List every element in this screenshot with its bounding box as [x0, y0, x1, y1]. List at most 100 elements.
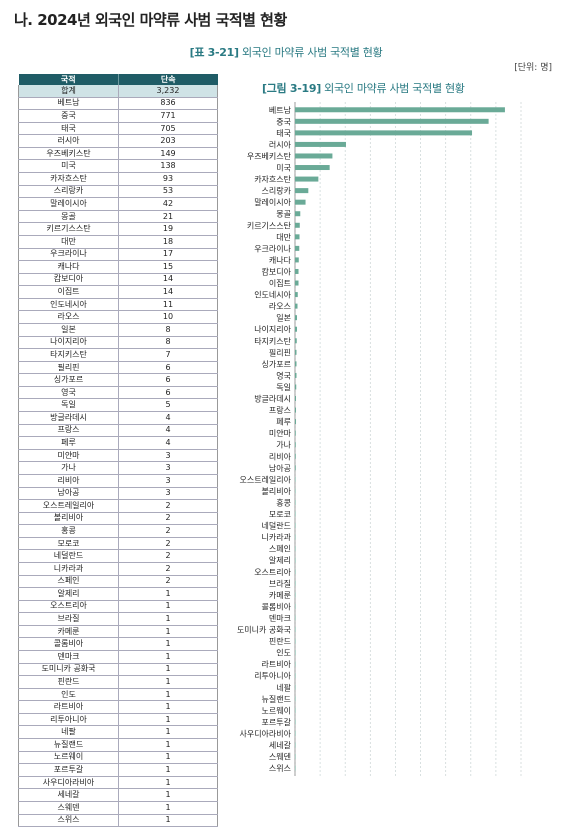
- table-row: 오스트레일리아 2: [18, 499, 218, 513]
- bar: [295, 442, 296, 448]
- nationality-cell: 독일: [18, 398, 119, 413]
- bar: [295, 326, 298, 332]
- count-cell: 93: [118, 172, 218, 186]
- bar: [295, 465, 296, 471]
- nationality-cell: 남아공: [18, 487, 119, 501]
- category-label: 대만: [276, 233, 291, 242]
- count-cell: 1: [118, 700, 218, 714]
- category-label: 인도: [276, 648, 291, 658]
- bar: [295, 754, 296, 760]
- figure-caption: [그림 3-19] 외국인 마약류 사범 국적별 현황: [262, 80, 465, 96]
- category-label: 라오스: [269, 302, 291, 311]
- nationality-cell: 모로코: [18, 537, 119, 551]
- table-row: 페루 4: [18, 436, 218, 450]
- category-label: 우즈베키스탄: [247, 151, 292, 161]
- count-cell: 3: [118, 449, 218, 463]
- count-cell: 138: [118, 159, 218, 174]
- count-cell: 17: [118, 248, 218, 262]
- bar: [295, 315, 298, 321]
- table-row: 우즈베키스탄 149: [18, 147, 218, 161]
- table-row: 캄보디아 14: [18, 273, 218, 287]
- count-cell: 1: [118, 763, 218, 777]
- count-cell: 8: [118, 336, 218, 350]
- count-cell: 19: [118, 222, 218, 236]
- bar: [295, 372, 297, 378]
- nationality-cell: 캄보디아: [18, 273, 119, 287]
- count-cell: 6: [118, 373, 218, 387]
- nationality-cell: 대만: [18, 235, 119, 249]
- nationality-cell: 세네갈: [18, 788, 119, 802]
- category-label: 중국: [276, 117, 291, 126]
- count-cell: 1: [118, 814, 218, 827]
- nationality-cell: 알제리: [18, 587, 119, 601]
- table-row: 스위스 1: [18, 814, 218, 827]
- category-label: 라트비아: [262, 659, 292, 669]
- table-total-row: 합계 3,232: [18, 85, 218, 98]
- category-label: 노르웨이: [262, 705, 291, 715]
- count-cell: 2: [118, 575, 218, 589]
- category-label: 가나: [276, 441, 291, 450]
- count-cell: 1: [118, 587, 218, 601]
- category-label: 캄보디아: [262, 266, 292, 276]
- category-label: 콜롬비아: [262, 601, 292, 611]
- bar-chart: 베트남중국태국러시아우즈베키스탄미국카자흐스탄스리랑카말레이시아몽골키르기스스탄…: [237, 102, 522, 776]
- bar: [295, 499, 296, 505]
- nationality-cell: 영국: [18, 386, 119, 400]
- nationality-cell: 인도: [18, 688, 119, 702]
- bar: [295, 107, 505, 113]
- bar: [295, 627, 296, 633]
- table-row: 핀란드 1: [18, 675, 218, 689]
- bar: [295, 153, 333, 159]
- category-label: 모로코: [269, 510, 291, 519]
- table-row: 노르웨이 1: [18, 751, 218, 765]
- category-label: 싱가포르: [262, 359, 291, 369]
- category-label: 스웨덴: [269, 752, 291, 762]
- table-row: 프랑스 4: [18, 424, 218, 438]
- category-label: 니카라과: [262, 532, 292, 542]
- nationality-cell: 포르투갈: [18, 763, 119, 777]
- count-cell: 1: [118, 788, 218, 802]
- count-cell: 1: [118, 688, 218, 702]
- bar: [295, 476, 296, 482]
- table-row: 인도네시아 11: [18, 298, 218, 312]
- nationality-cell: 필리핀: [18, 361, 119, 375]
- count-cell: 771: [118, 109, 218, 123]
- unit-label: [단위: 명]: [514, 63, 552, 73]
- count-cell: 1: [118, 600, 218, 614]
- bar: [295, 292, 298, 298]
- category-label: 리투아니아: [254, 671, 291, 681]
- bar: [295, 569, 296, 575]
- table-row: 나이지리아 8: [18, 336, 218, 350]
- count-cell: 1: [118, 776, 218, 790]
- table-row: 이집트 14: [18, 285, 218, 299]
- category-label: 러시아: [269, 139, 292, 149]
- nationality-cell: 우즈베키스탄: [18, 147, 119, 161]
- bar: [295, 765, 296, 771]
- bar: [295, 176, 319, 182]
- table-row: 스웨덴 1: [18, 801, 218, 815]
- table-row: 싱가포르 6: [18, 373, 218, 387]
- nationality-cell: 라트비아: [18, 700, 119, 714]
- count-cell: 2: [118, 499, 218, 513]
- nationality-cell: 가나: [18, 461, 119, 475]
- table-row: 덴마크 1: [18, 650, 218, 664]
- nationality-cell: 네덜란드: [18, 549, 119, 563]
- count-cell: 14: [118, 285, 218, 299]
- bar: [295, 430, 296, 436]
- count-cell: 1: [118, 663, 218, 677]
- nationality-cell: 네팔: [18, 725, 119, 740]
- bar: [295, 338, 297, 344]
- count-cell: 2: [118, 537, 218, 551]
- category-label: 리비아: [269, 451, 292, 461]
- category-label: 몽골: [276, 210, 291, 219]
- figure-caption-number: [그림 3-19]: [262, 82, 321, 95]
- table-row: 카자흐스탄 93: [18, 172, 218, 186]
- category-label: 독일: [276, 383, 291, 392]
- nationality-cell: 오스트리아: [18, 600, 119, 614]
- bar: [295, 730, 296, 736]
- table-row: 방글라데시 4: [18, 411, 218, 425]
- table-row: 영국 6: [18, 386, 218, 400]
- category-label: 브라질: [269, 579, 291, 588]
- category-label: 세네갈: [269, 741, 292, 750]
- count-cell: 1: [118, 751, 218, 765]
